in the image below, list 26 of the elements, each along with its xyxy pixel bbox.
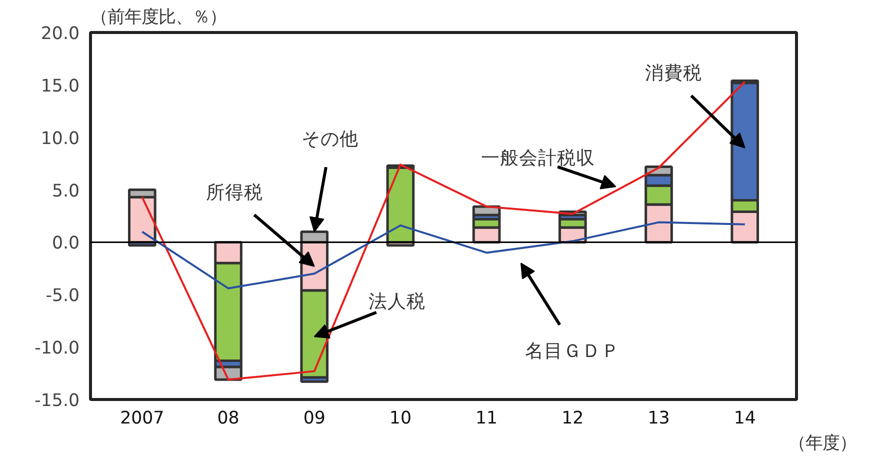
x-tick-label: 12 — [562, 408, 584, 428]
line-series — [141, 221, 746, 290]
y-tick-label: 20.0 — [40, 24, 80, 44]
y-tick-label: 15.0 — [40, 76, 80, 96]
x-tick-label: 2007 — [120, 408, 164, 428]
series-label: 一般会計税収 — [481, 148, 596, 169]
x-axis-title: （年度） — [788, 434, 856, 454]
x-tick-label: 08 — [217, 408, 240, 428]
y-axis-title: （前年度比、％） — [90, 8, 226, 28]
y-tick-label: -10.0 — [34, 338, 80, 359]
text: 名目ＧＤＰ — [525, 340, 620, 362]
x-tick-label: 11 — [476, 408, 498, 428]
line-series — [141, 80, 746, 381]
series-label: 消費税 — [644, 62, 702, 84]
y-tick-label: -15.0 — [34, 391, 80, 411]
x-tick-label: 09 — [303, 408, 326, 428]
x-tick-label: 10 — [389, 408, 412, 428]
x-tick-label: 13 — [648, 408, 670, 428]
series-label: その他 — [301, 128, 358, 150]
y-tick-label: 5.0 — [52, 181, 80, 202]
y-tick-label: -5.0 — [46, 286, 80, 306]
text: 法人税 — [368, 291, 426, 312]
x-tick-label: 14 — [734, 408, 756, 428]
y-tick-label: 10.0 — [40, 128, 80, 149]
y-tick-label: 0.0 — [52, 234, 80, 254]
text: 所得税 — [206, 182, 263, 204]
